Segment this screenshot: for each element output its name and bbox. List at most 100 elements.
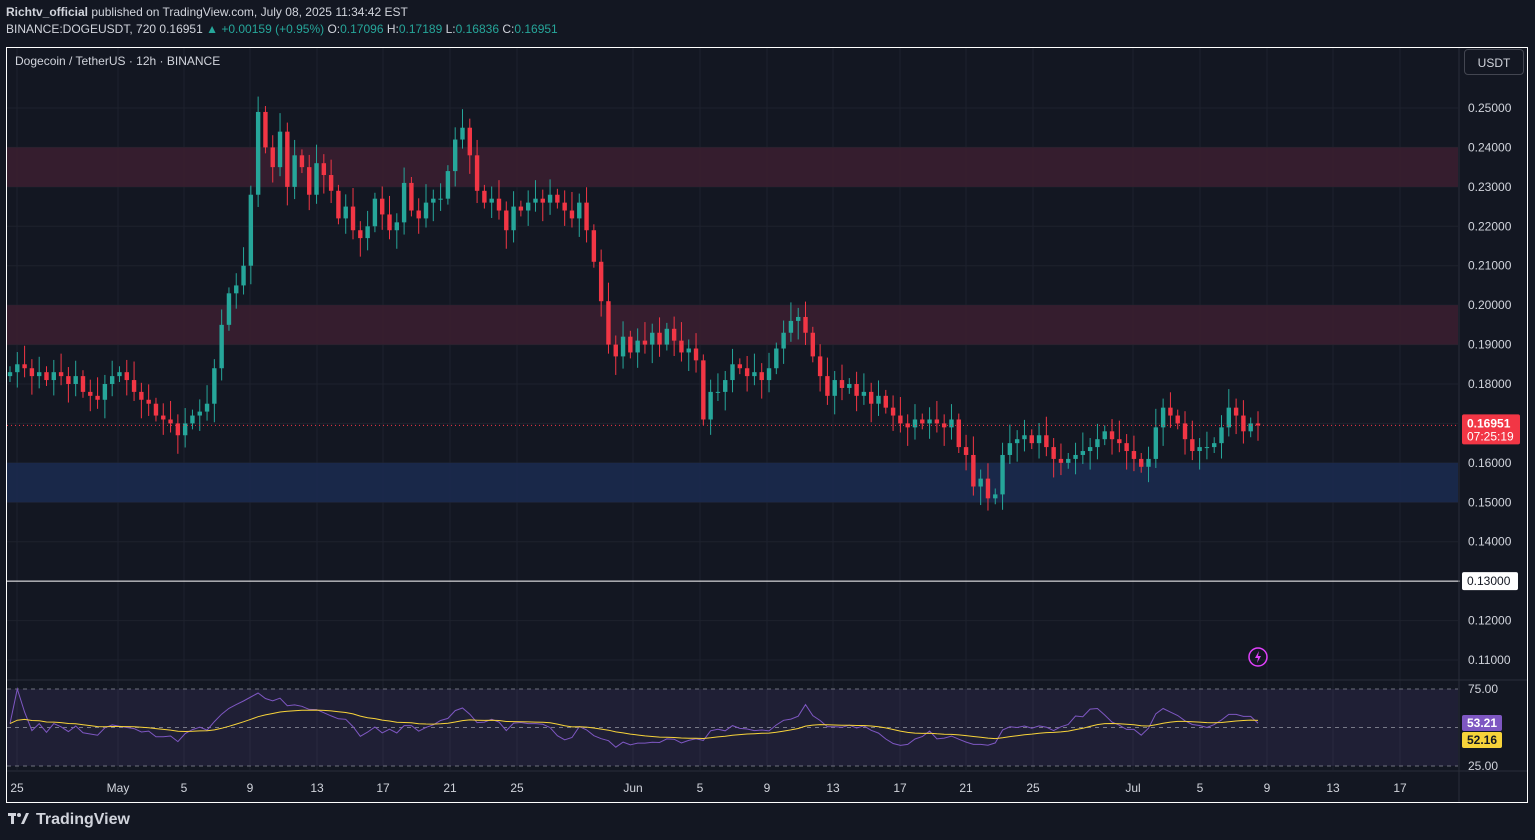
candle-body bbox=[1109, 431, 1115, 440]
candle-body bbox=[708, 391, 713, 420]
candle-body bbox=[380, 198, 385, 215]
candle-body bbox=[299, 155, 305, 168]
candle-body bbox=[504, 210, 509, 231]
y-tick-label: 0.24000 bbox=[1468, 140, 1512, 154]
candle-body bbox=[679, 340, 684, 353]
y-tick-label: 0.22000 bbox=[1468, 219, 1512, 233]
candle-body bbox=[1212, 443, 1217, 448]
candle-body bbox=[598, 261, 604, 302]
x-tick-label: 13 bbox=[1326, 781, 1340, 795]
candle-body bbox=[1029, 435, 1034, 444]
candle-body bbox=[29, 368, 35, 377]
candle-body bbox=[496, 198, 502, 211]
candle-body bbox=[1087, 447, 1093, 452]
x-tick-label: 17 bbox=[893, 781, 907, 795]
candle-body bbox=[190, 415, 195, 424]
candle-body bbox=[1248, 423, 1253, 432]
candle-body bbox=[1044, 435, 1049, 448]
x-tick-label: 5 bbox=[697, 781, 704, 795]
candle-body bbox=[956, 419, 961, 448]
candle-body bbox=[336, 190, 341, 219]
candle-body bbox=[307, 167, 312, 195]
candle-body bbox=[642, 340, 648, 345]
support-zone bbox=[7, 462, 1458, 503]
high-label: H: bbox=[386, 22, 399, 36]
candle-body bbox=[1095, 439, 1100, 448]
candle-body bbox=[555, 194, 560, 203]
candle-body bbox=[372, 198, 378, 227]
current-price-box bbox=[1462, 414, 1520, 445]
currency-button[interactable]: USDT bbox=[1464, 49, 1524, 75]
y-tick-label: 0.12000 bbox=[1468, 614, 1512, 628]
pane-title: Dogecoin / TetherUS · 12h · BINANCE bbox=[15, 54, 221, 68]
candle-body bbox=[1204, 447, 1210, 449]
candle-body bbox=[168, 419, 173, 424]
candle-body bbox=[409, 182, 414, 211]
candle-body bbox=[744, 368, 750, 377]
candle-body bbox=[482, 190, 487, 203]
rsi-ma-value-box bbox=[1462, 732, 1502, 748]
y-tick-label: 0.15000 bbox=[1468, 495, 1512, 509]
candle-body bbox=[890, 407, 896, 416]
rsi-value-box bbox=[1462, 715, 1502, 731]
candle-body bbox=[387, 214, 392, 231]
x-tick-label: 9 bbox=[247, 781, 254, 795]
x-tick-label: 25 bbox=[510, 781, 524, 795]
candle-body bbox=[715, 391, 721, 393]
candle-body bbox=[941, 423, 947, 428]
candle-body bbox=[445, 171, 451, 199]
candle-body bbox=[847, 384, 852, 388]
resistance-zone bbox=[7, 305, 1458, 345]
y-tick-label: 0.20000 bbox=[1468, 298, 1512, 312]
candle-body bbox=[781, 332, 786, 349]
candle-body bbox=[146, 399, 151, 404]
candle-body bbox=[1175, 415, 1180, 424]
candle-body bbox=[431, 198, 436, 203]
candle-body bbox=[80, 376, 86, 392]
candle-body bbox=[774, 348, 779, 369]
x-tick-label: 17 bbox=[1393, 781, 1407, 795]
candle-body bbox=[920, 419, 925, 424]
candle-body bbox=[153, 403, 159, 416]
candle-body bbox=[912, 419, 918, 428]
candle-body bbox=[949, 419, 954, 428]
candle-body bbox=[584, 202, 589, 231]
candle-body bbox=[1051, 447, 1056, 459]
candle-body bbox=[117, 372, 122, 377]
candle-body bbox=[1190, 439, 1195, 452]
candle-body bbox=[182, 423, 188, 436]
candle-body bbox=[927, 419, 932, 424]
candle-body bbox=[474, 155, 480, 191]
author-name[interactable]: Richtv_official bbox=[6, 5, 89, 19]
candle-body bbox=[796, 316, 801, 321]
candle-body bbox=[825, 376, 830, 396]
candle-body bbox=[1036, 435, 1042, 444]
tradingview-logo-icon bbox=[8, 811, 30, 829]
candle-body bbox=[343, 206, 348, 219]
candle-body bbox=[978, 478, 983, 487]
candle-body bbox=[569, 210, 575, 219]
candle-body bbox=[898, 415, 903, 424]
candle-body bbox=[971, 454, 976, 487]
candle-body bbox=[226, 293, 232, 325]
candle-body bbox=[759, 372, 764, 381]
open-value: 0.17096 bbox=[340, 22, 384, 36]
candle-body bbox=[1146, 458, 1151, 467]
candle-body bbox=[416, 210, 421, 219]
candle-body bbox=[803, 316, 808, 333]
tradingview-footer[interactable]: TradingView bbox=[8, 811, 130, 829]
candle-body bbox=[22, 364, 27, 369]
candle-body bbox=[693, 348, 699, 361]
candle-body bbox=[1219, 427, 1224, 444]
candle-body bbox=[1073, 454, 1078, 459]
y-tick-label: 0.25000 bbox=[1468, 101, 1512, 115]
candle-body bbox=[204, 403, 210, 412]
candle-body bbox=[102, 384, 108, 400]
countdown-label: 07:25:19 bbox=[1467, 429, 1514, 443]
candle-body bbox=[737, 364, 743, 369]
candle-body bbox=[88, 391, 93, 396]
candle-body bbox=[883, 395, 888, 408]
candle-body bbox=[263, 111, 268, 148]
candle-body bbox=[628, 336, 633, 353]
